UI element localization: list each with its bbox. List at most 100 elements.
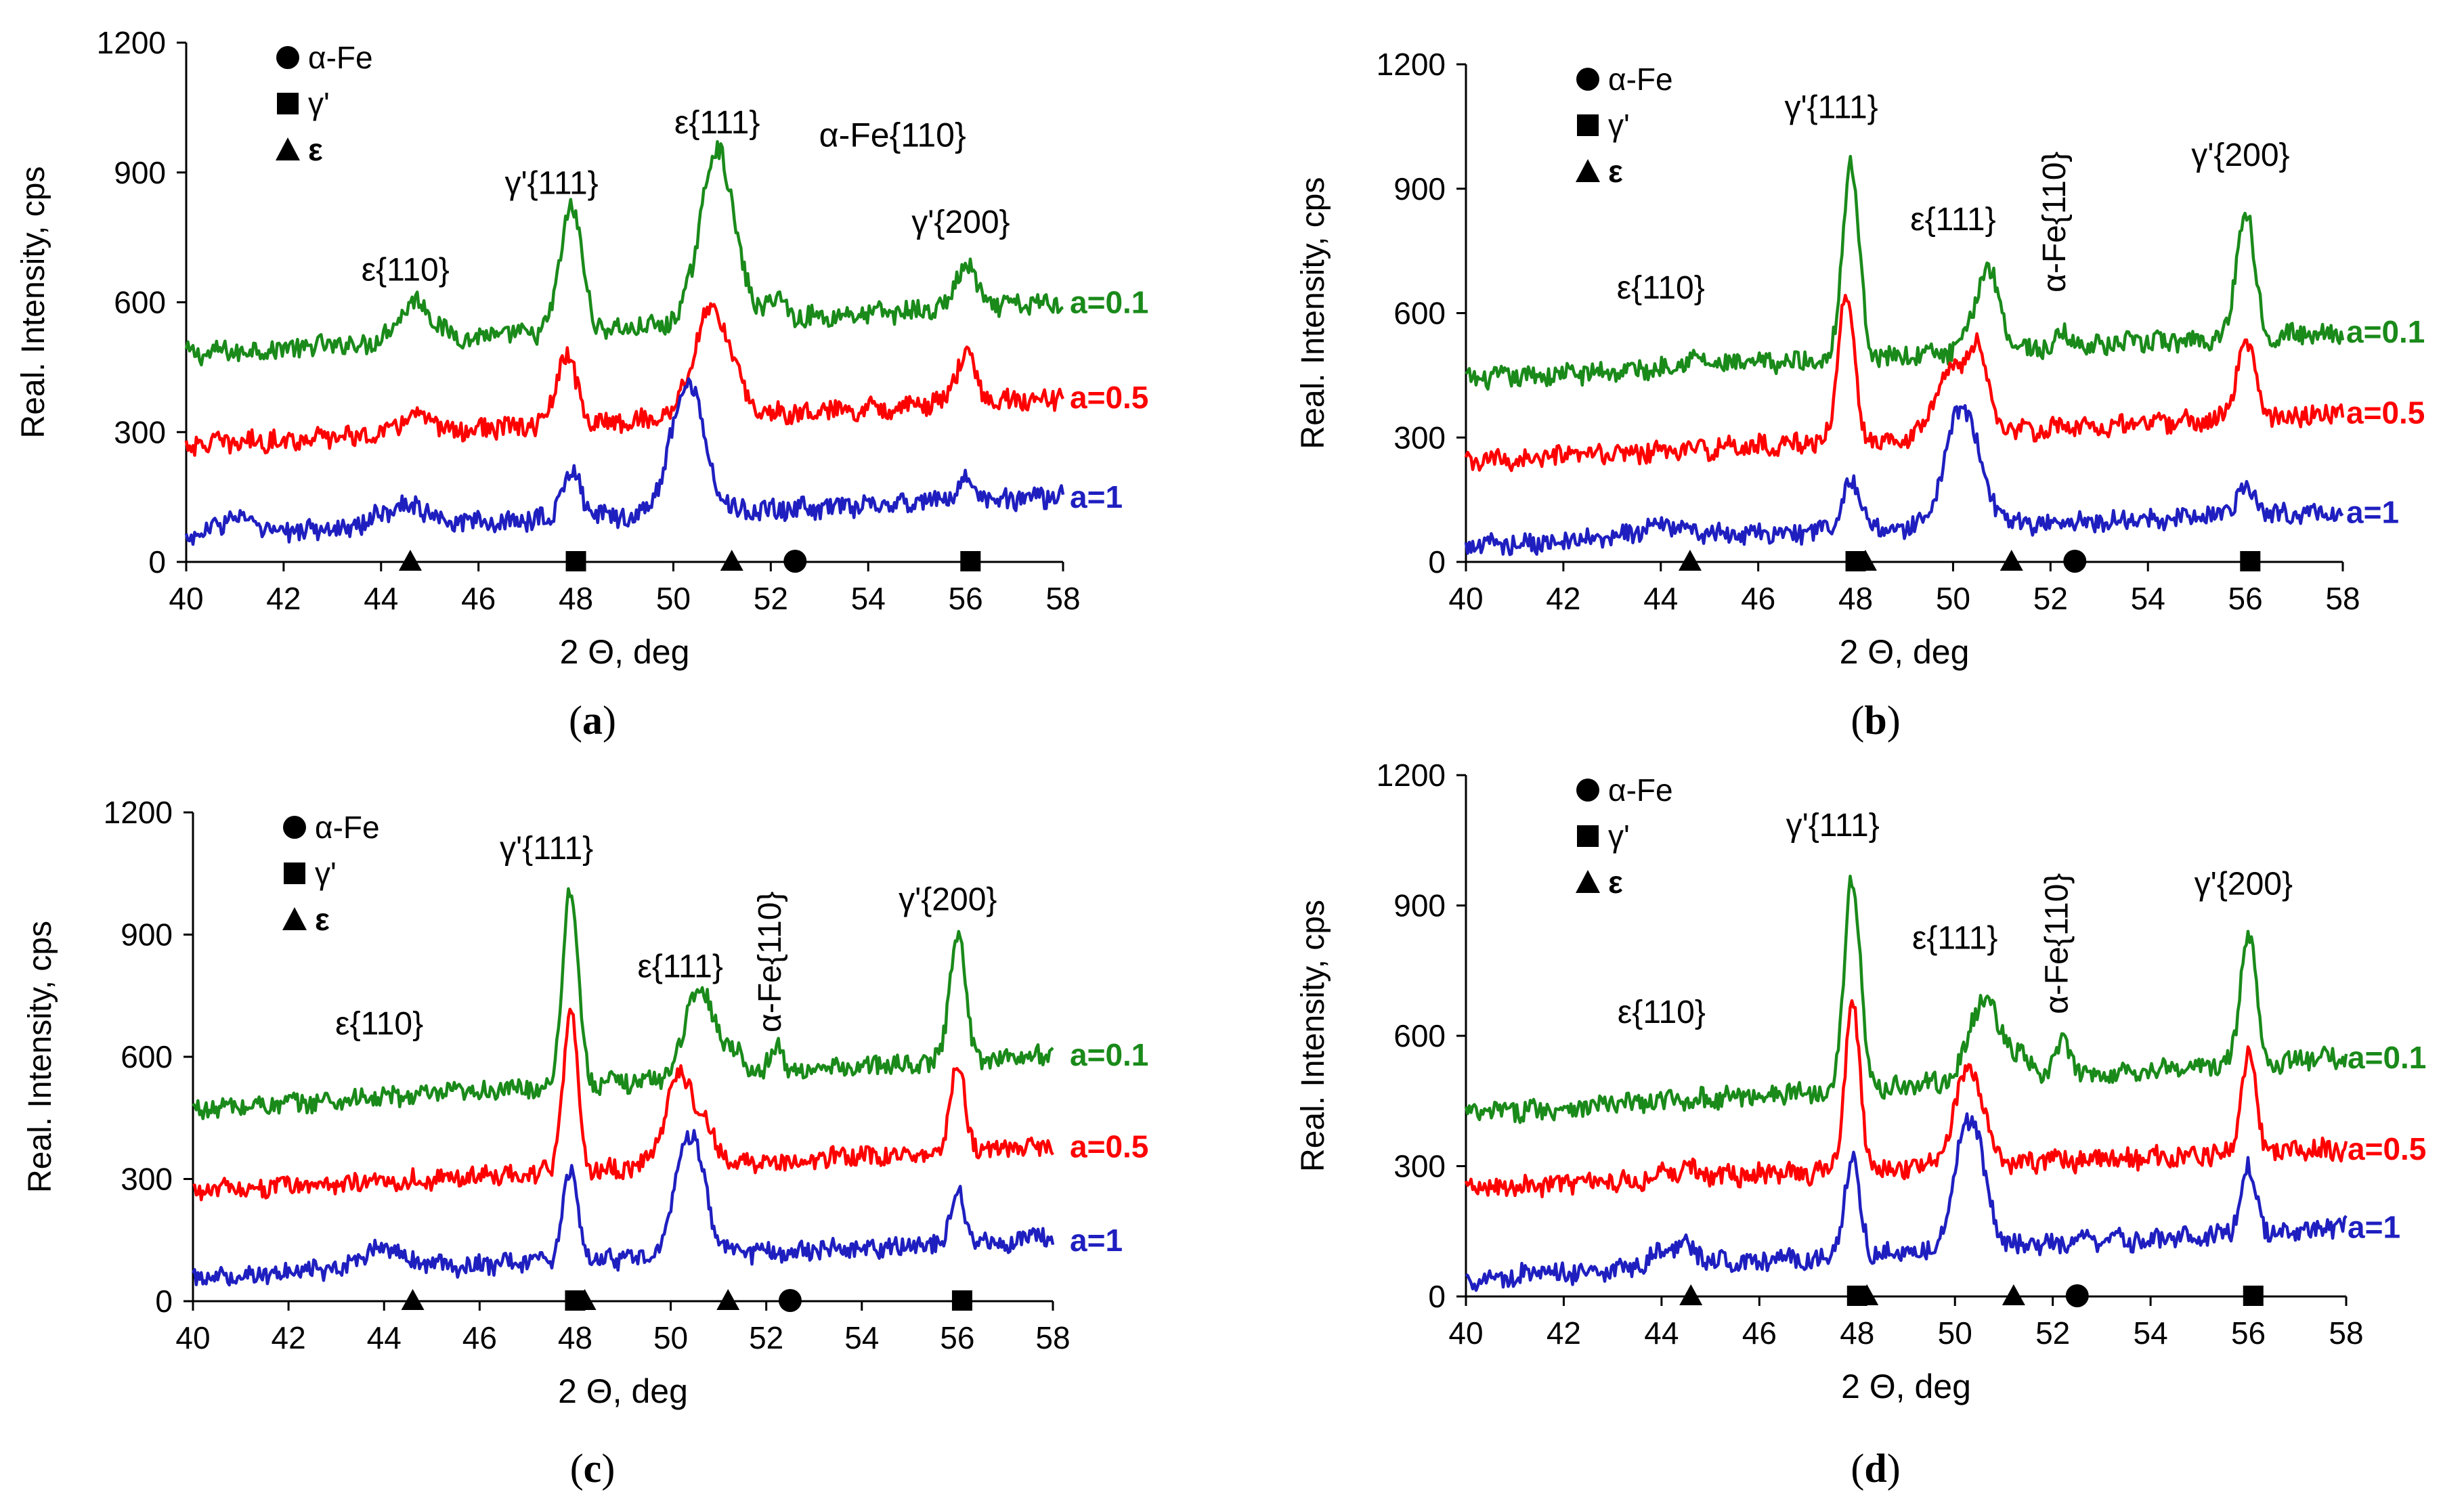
legend-label: α-Fe: [308, 40, 373, 75]
x-tick-label: 44: [1644, 1315, 1679, 1351]
peak-annotation: γ'{200}: [2191, 137, 2289, 173]
peak-annotation: α-Fe{110}: [2037, 152, 2073, 292]
x-tick-label: 48: [1838, 581, 1873, 616]
y-tick-label: 600: [121, 1039, 173, 1074]
y-tick-label: 600: [114, 285, 166, 320]
legend-triangle: [1576, 870, 1600, 893]
series-line-a=0.1: [192, 887, 1054, 1120]
legend-label: ε: [308, 132, 323, 167]
peak-annotation: α-Fe{110}: [2039, 873, 2075, 1014]
phase-marker-circle: [783, 550, 807, 573]
series-line-a=0.5: [1464, 293, 2345, 473]
x-tick-label: 44: [367, 1320, 402, 1355]
legend: α-Fe γ' ε: [276, 40, 373, 167]
peak-annotation: γ'{200}: [911, 204, 1010, 240]
peak-annotation: α-Fe{110}: [752, 892, 788, 1032]
x-tick-label: 52: [754, 581, 788, 616]
y-tick-label: 900: [1393, 171, 1446, 206]
axes: 40 42 44 46 48 50 52 54 56 58 0 300 600 900 1200: [97, 25, 1081, 616]
x-tick-label: 42: [1547, 1315, 1581, 1351]
series-line-a=1: [1465, 1112, 2348, 1292]
legend: α-Fe γ' ε: [1576, 772, 1673, 900]
series-line-a=1: [184, 377, 1065, 546]
x-tick-label: 50: [1936, 581, 1970, 616]
series-label: a=1: [1070, 1223, 1123, 1258]
peak-annotation: γ'{111}: [500, 831, 593, 867]
legend-label: ε: [1608, 865, 1623, 900]
x-tick-label: 48: [558, 1320, 592, 1355]
legend-square: [1577, 114, 1599, 136]
series-line-a=1: [1464, 403, 2344, 556]
x-tick-label: 48: [1840, 1315, 1874, 1351]
y-tick-label: 900: [114, 155, 166, 190]
phase-marker-triangle: [2000, 550, 2023, 571]
y-tick-label: 600: [1393, 296, 1446, 331]
phase-marker-triangle: [720, 550, 743, 571]
x-tick-label: 52: [2033, 581, 2068, 616]
phase-marker-triangle: [1853, 550, 1877, 571]
x-tick-label: 44: [364, 581, 398, 616]
y-tick-label: 300: [1393, 420, 1446, 455]
x-tick-label: 42: [1546, 581, 1580, 616]
x-tick-label: 46: [461, 581, 496, 616]
legend-circle: [1576, 68, 1599, 91]
phase-marker-triangle: [1855, 1284, 1879, 1305]
x-tick-label: 58: [2325, 581, 2360, 616]
axes: 40 42 44 46 48 50 52 54 56 58 0 300 600 900 1200: [1377, 47, 2360, 616]
peak-annotation: ε{110}: [1617, 270, 1705, 306]
panel-caption-c: (c): [569, 1446, 615, 1491]
phase-marker-triangle: [573, 1289, 597, 1310]
legend-label: γ': [315, 856, 337, 891]
y-tick-label: 600: [1393, 1018, 1446, 1053]
series-label: a=1: [1070, 479, 1123, 515]
phase-marker-triangle: [398, 550, 422, 571]
legend-label: α-Fe: [315, 810, 380, 845]
phase-marker-triangle: [1679, 1284, 1703, 1305]
phase-marker-circle: [778, 1289, 802, 1312]
series-line-a=1: [191, 1129, 1055, 1287]
series-line-a=0.1: [1464, 874, 2348, 1124]
phase-marker-triangle: [1678, 550, 1702, 571]
phase-marker-circle: [2063, 550, 2087, 573]
y-tick-label: 1200: [104, 795, 173, 830]
peak-annotation: α-Fe{110}: [819, 116, 966, 154]
x-tick-label: 40: [1448, 1315, 1483, 1351]
legend-label: γ': [1608, 818, 1630, 854]
panel-caption-b: (b): [1851, 698, 1901, 743]
series-line-a=0.5: [184, 302, 1065, 457]
x-tick-label: 40: [175, 1320, 210, 1355]
y-axis-label: Real. Intensity, cps: [1295, 900, 1331, 1172]
legend-label: ε: [315, 902, 330, 937]
legend-square: [277, 93, 299, 114]
axes: 40 42 44 46 48 50 52 54 56 58 0 300 600 900 1200: [1377, 758, 2364, 1351]
series-line-a=0.1: [1465, 154, 2345, 391]
x-tick-label: 54: [851, 581, 886, 616]
x-tick-label: 56: [2228, 581, 2263, 616]
axes: 40 42 44 46 48 50 52 54 56 58 0 300 600 900 1200: [104, 795, 1071, 1355]
x-axis-label: 2 Θ, deg: [558, 1372, 688, 1410]
x-tick-label: 40: [169, 581, 203, 616]
y-tick-label: 1200: [1377, 47, 1446, 82]
series-label: a=1: [2346, 495, 2399, 530]
x-tick-label: 46: [1742, 1315, 1777, 1351]
x-tick-label: 56: [949, 581, 983, 616]
peak-annotation: ε{110}: [1618, 995, 1706, 1030]
x-axis-label: 2 Θ, deg: [1841, 1368, 1971, 1405]
x-tick-label: 42: [266, 581, 301, 616]
y-tick-label: 0: [1428, 544, 1446, 580]
legend-square: [284, 862, 305, 884]
x-tick-label: 52: [2035, 1315, 2070, 1351]
y-tick-label: 900: [121, 917, 173, 953]
legend-circle: [276, 46, 299, 69]
y-tick-label: 300: [114, 414, 166, 450]
series-line-a=0.1: [184, 139, 1064, 367]
x-axis-label: 2 Θ, deg: [1840, 633, 1970, 671]
phase-marker-square: [960, 551, 981, 571]
x-tick-label: 46: [462, 1320, 497, 1355]
phase-marker-square: [951, 1290, 972, 1311]
legend-triangle: [276, 137, 300, 160]
y-tick-label: 1200: [1377, 758, 1446, 793]
series-label: a=0.5: [2346, 395, 2425, 431]
legend: α-Fe γ' ε: [282, 810, 380, 937]
x-tick-label: 56: [2231, 1315, 2266, 1351]
